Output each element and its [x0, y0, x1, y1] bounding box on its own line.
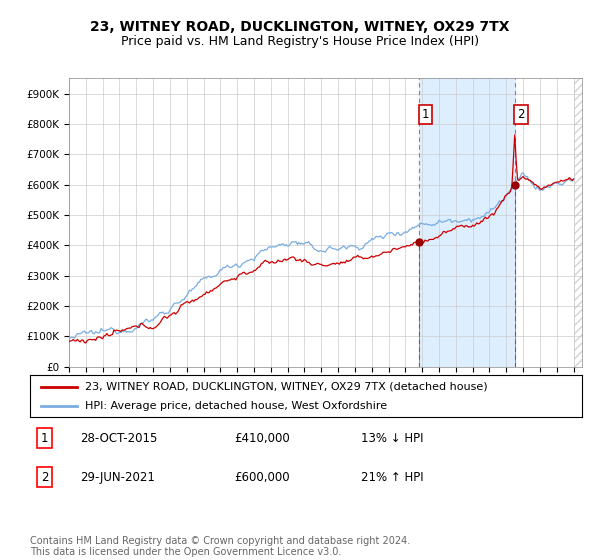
- Bar: [419, 78, 515, 367]
- Text: 1: 1: [41, 432, 49, 445]
- Text: 2: 2: [517, 108, 525, 122]
- Text: 23, WITNEY ROAD, DUCKLINGTON, WITNEY, OX29 7TX (detached house): 23, WITNEY ROAD, DUCKLINGTON, WITNEY, OX…: [85, 381, 488, 391]
- Text: 2: 2: [41, 471, 49, 484]
- Text: 21% ↑ HPI: 21% ↑ HPI: [361, 471, 424, 484]
- Text: 1: 1: [422, 108, 430, 122]
- Text: 28-OCT-2015: 28-OCT-2015: [80, 432, 157, 445]
- Text: Contains HM Land Registry data © Crown copyright and database right 2024.
This d: Contains HM Land Registry data © Crown c…: [30, 535, 410, 557]
- Text: 13% ↓ HPI: 13% ↓ HPI: [361, 432, 424, 445]
- Text: £600,000: £600,000: [234, 471, 290, 484]
- Text: HPI: Average price, detached house, West Oxfordshire: HPI: Average price, detached house, West…: [85, 401, 388, 411]
- Text: 23, WITNEY ROAD, DUCKLINGTON, WITNEY, OX29 7TX: 23, WITNEY ROAD, DUCKLINGTON, WITNEY, OX…: [90, 20, 510, 34]
- Text: £410,000: £410,000: [234, 432, 290, 445]
- Bar: [574, 78, 582, 367]
- Text: Price paid vs. HM Land Registry's House Price Index (HPI): Price paid vs. HM Land Registry's House …: [121, 35, 479, 48]
- Text: 29-JUN-2021: 29-JUN-2021: [80, 471, 155, 484]
